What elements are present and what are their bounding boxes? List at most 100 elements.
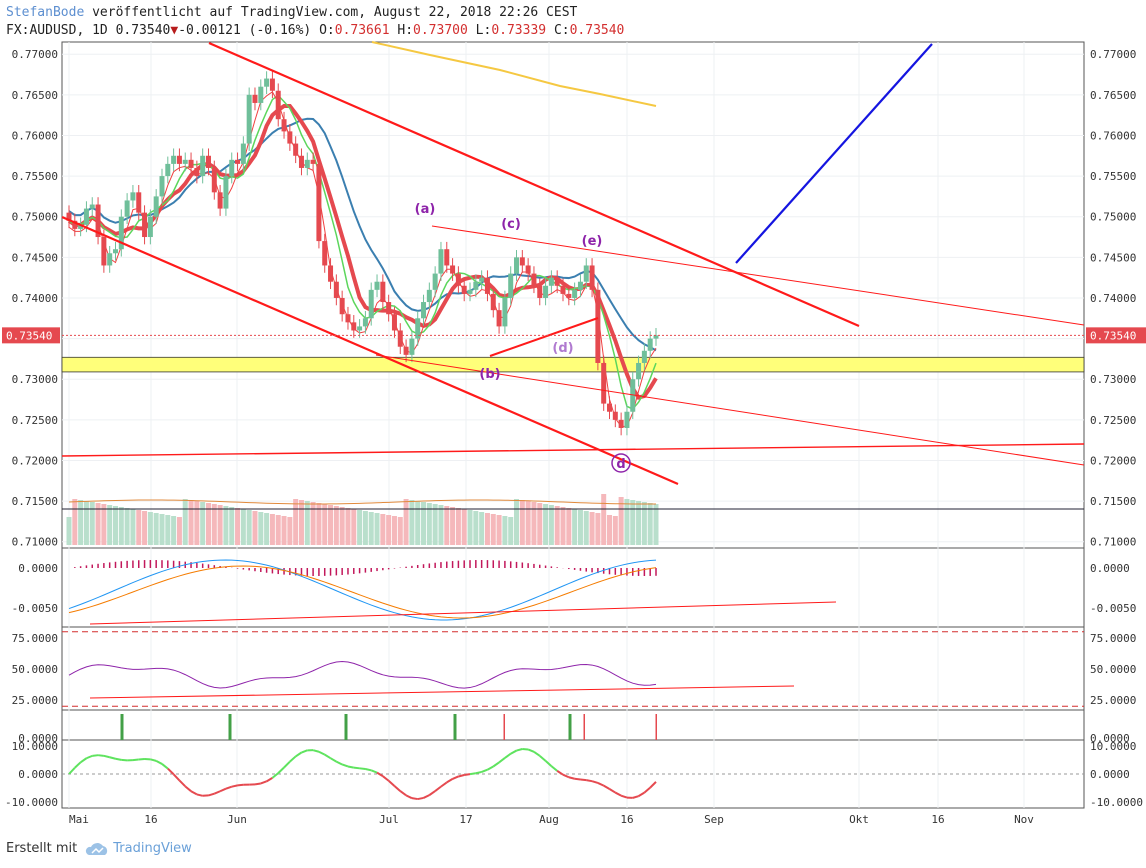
volume-bar: [641, 502, 647, 545]
volume-bar: [421, 502, 427, 545]
candle-body: [589, 265, 595, 290]
candle-body: [543, 285, 549, 298]
candle-body: [357, 326, 363, 331]
volume-bar: [601, 494, 607, 545]
candle-body: [421, 302, 427, 319]
author-name[interactable]: StefanBode: [6, 5, 85, 20]
volume-bar: [205, 503, 211, 545]
x-tick-label: Nov: [1014, 813, 1034, 826]
momentum-tick-right: 0.0000: [1090, 768, 1130, 781]
volume-bar: [66, 517, 72, 545]
momentum-line-segment: [312, 749, 320, 753]
momentum-line-segment: [370, 769, 378, 774]
rsi-tick-left: 50.0000: [12, 663, 58, 676]
momentum-tick-left: 10.0000: [12, 740, 58, 753]
ma-thin-red-line: [68, 91, 657, 427]
momentum-line-segment: [550, 765, 558, 772]
momentum-line-segment: [464, 773, 471, 776]
candle-body: [240, 143, 246, 164]
volume-bar: [328, 505, 334, 545]
volume-bar: [240, 509, 246, 545]
momentum-line-segment: [603, 784, 611, 790]
candle-body: [176, 155, 182, 164]
volume-bar: [589, 512, 595, 545]
volume-bar: [124, 508, 130, 545]
last-price: 0.73540: [115, 23, 171, 38]
candle-body: [147, 216, 153, 238]
volume-bar: [182, 499, 188, 545]
volume-bar: [275, 515, 281, 545]
momentum-line-segment: [260, 780, 267, 785]
price-tick-right: 0.75000: [1090, 211, 1136, 224]
momentum-line-segment: [359, 767, 366, 771]
macd-tick-left: -0.0050: [12, 602, 58, 615]
candle-body: [78, 224, 84, 229]
volume-bar: [165, 515, 171, 545]
candle-body: [264, 78, 270, 87]
momentum-line-segment: [225, 785, 233, 790]
volume-bar: [136, 510, 142, 545]
momentum-line-segment: [161, 763, 169, 770]
volume-bar: [298, 500, 304, 545]
candle-body: [368, 289, 374, 319]
momentum-line-segment: [446, 778, 454, 784]
x-tick-label: Jul: [379, 813, 399, 826]
momentum-line-segment: [237, 783, 244, 787]
momentum-line-segment: [97, 754, 104, 757]
signal-bar: [344, 714, 348, 740]
candle-body: [153, 196, 159, 217]
volume-bar: [514, 499, 520, 545]
momentum-line-segment: [283, 760, 291, 769]
momentum-line-segment: [254, 782, 261, 786]
volume-bar: [200, 502, 206, 545]
candle-body: [432, 273, 438, 290]
volume-bar: [246, 510, 252, 545]
rsi-tick-right: 75.0000: [1090, 632, 1136, 645]
volume-bar: [618, 497, 624, 545]
last-price-tag-text: 0.73540: [1090, 329, 1136, 342]
candle-body: [194, 167, 200, 177]
candle-body: [159, 176, 165, 197]
volume-bar: [444, 506, 450, 545]
momentum-line-segment: [393, 785, 401, 792]
volume-bar: [636, 501, 642, 545]
tradingview-brand[interactable]: TradingView: [113, 841, 192, 856]
candle-body: [508, 273, 514, 298]
macd-tick-left: 0.0000: [18, 562, 58, 575]
price-tick-left: 0.77000: [12, 48, 58, 61]
momentum-line-segment: [74, 761, 82, 769]
momentum-line-segment: [614, 791, 622, 797]
candle-body: [281, 119, 287, 132]
macd-trend-line: [89, 601, 837, 625]
volume-bar: [455, 508, 461, 545]
volume-bar: [78, 500, 84, 545]
price-tick-right: 0.76500: [1090, 89, 1136, 102]
candle-body: [200, 155, 206, 177]
volume-bar: [595, 513, 601, 545]
candle-body: [618, 419, 624, 428]
candle-body: [205, 155, 211, 168]
volume-bar: [153, 513, 159, 545]
candle-body: [473, 281, 479, 290]
momentum-line-segment: [597, 782, 605, 787]
volume-bar: [112, 506, 118, 545]
momentum-line-segment: [301, 749, 308, 754]
volume-bar: [391, 516, 397, 545]
momentum-line-segment: [498, 757, 506, 764]
symbol-label[interactable]: FX:AUDUSD, 1D: [6, 23, 108, 38]
last-price-tag-right: [1086, 327, 1146, 344]
x-tick-label: 16: [144, 813, 157, 826]
volume-bar: [577, 510, 583, 545]
volume-bar: [397, 517, 403, 545]
momentum-line-segment: [562, 773, 570, 779]
x-tick-label: Aug: [539, 813, 559, 826]
volume-bar: [264, 513, 270, 545]
last-price-tag-text: 0.73540: [6, 329, 52, 342]
momentum-line-segment: [155, 759, 163, 765]
candle-body: [66, 212, 72, 221]
price-tick-right: 0.72000: [1090, 454, 1136, 467]
candle-body: [89, 204, 95, 209]
volume-bar: [479, 512, 485, 545]
momentum-line-segment: [417, 796, 424, 801]
